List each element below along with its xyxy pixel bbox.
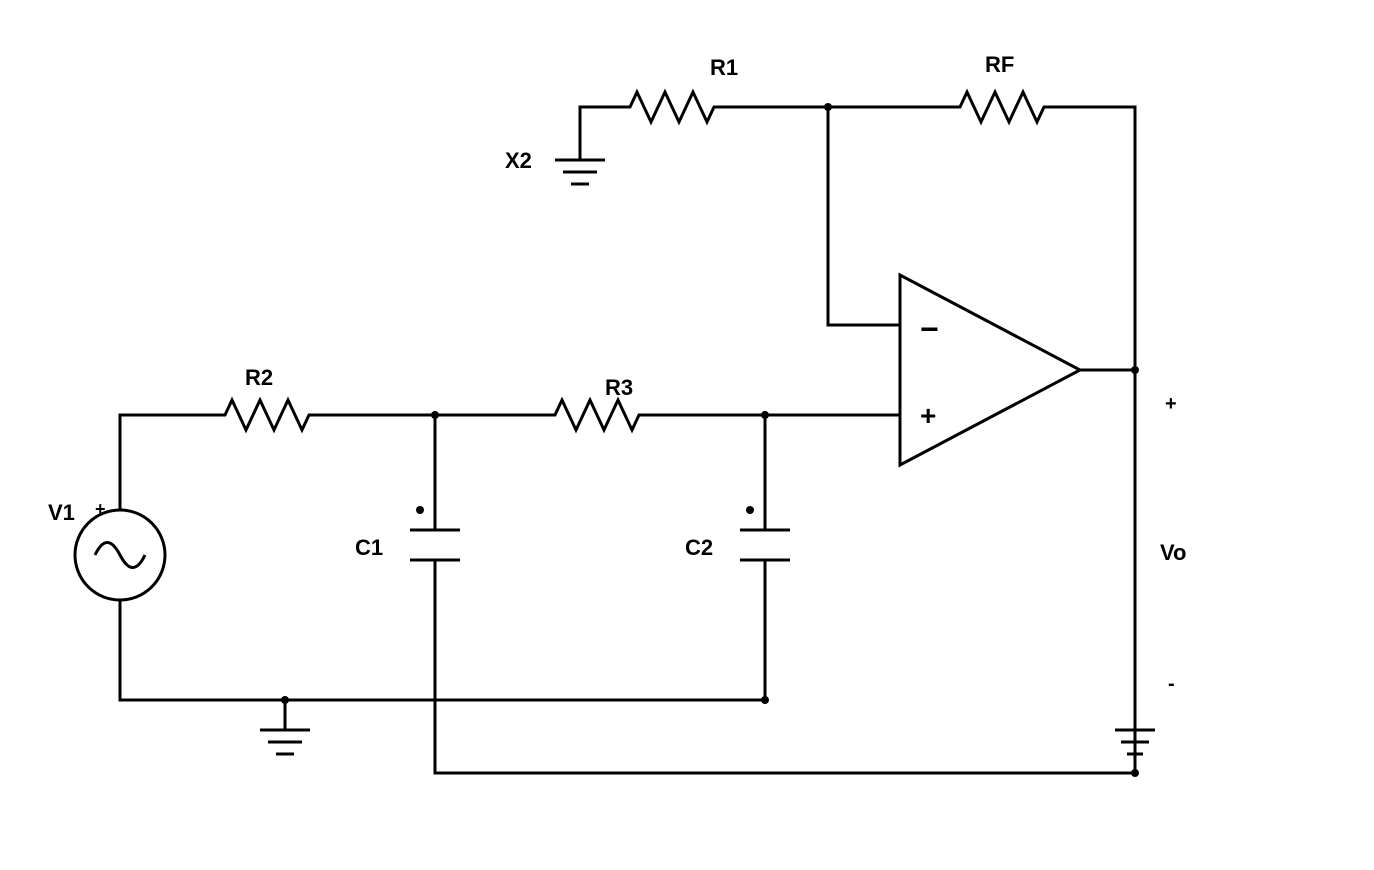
wire-v1-bottom xyxy=(120,600,285,700)
circuit-diagram: + V1 R2 R3 R1 RF C1 C2 − + xyxy=(0,0,1374,870)
label-vo: Vo xyxy=(1160,540,1186,565)
label-rf: RF xyxy=(985,52,1014,77)
ground-x2 xyxy=(555,160,605,184)
label-r1: R1 xyxy=(710,55,738,80)
wire-r1-left xyxy=(580,107,620,160)
label-r3: R3 xyxy=(605,375,633,400)
wire-opamp-minus xyxy=(828,107,900,325)
opamp: − + xyxy=(900,275,1080,465)
label-vo-minus: - xyxy=(1168,673,1175,695)
node-dot xyxy=(1131,769,1139,777)
ground-left xyxy=(260,730,310,754)
resistor-rf xyxy=(950,92,1050,122)
label-x2: X2 xyxy=(505,148,532,173)
wire-v1-top xyxy=(120,415,215,510)
node-dot xyxy=(761,696,769,704)
label-vo-plus: + xyxy=(1165,393,1177,415)
resistor-r2 xyxy=(215,400,315,430)
svg-text:−: − xyxy=(920,311,939,347)
node-dot xyxy=(431,411,439,419)
node-dot xyxy=(761,411,769,419)
ac-source-v1: + xyxy=(75,499,165,600)
svg-text:+: + xyxy=(95,499,106,519)
svg-text:+: + xyxy=(920,400,936,431)
label-r2: R2 xyxy=(245,365,273,390)
node-dot xyxy=(1131,366,1139,374)
label-c1: C1 xyxy=(355,535,383,560)
label-v1: V1 xyxy=(48,500,75,525)
node-dot xyxy=(281,696,289,704)
label-c2: C2 xyxy=(685,535,713,560)
wire-rf-right xyxy=(1050,107,1135,370)
resistor-r1 xyxy=(620,92,720,122)
node-dot xyxy=(824,103,832,111)
resistor-r3 xyxy=(545,400,645,430)
wire-c1-bottom xyxy=(435,560,1135,773)
